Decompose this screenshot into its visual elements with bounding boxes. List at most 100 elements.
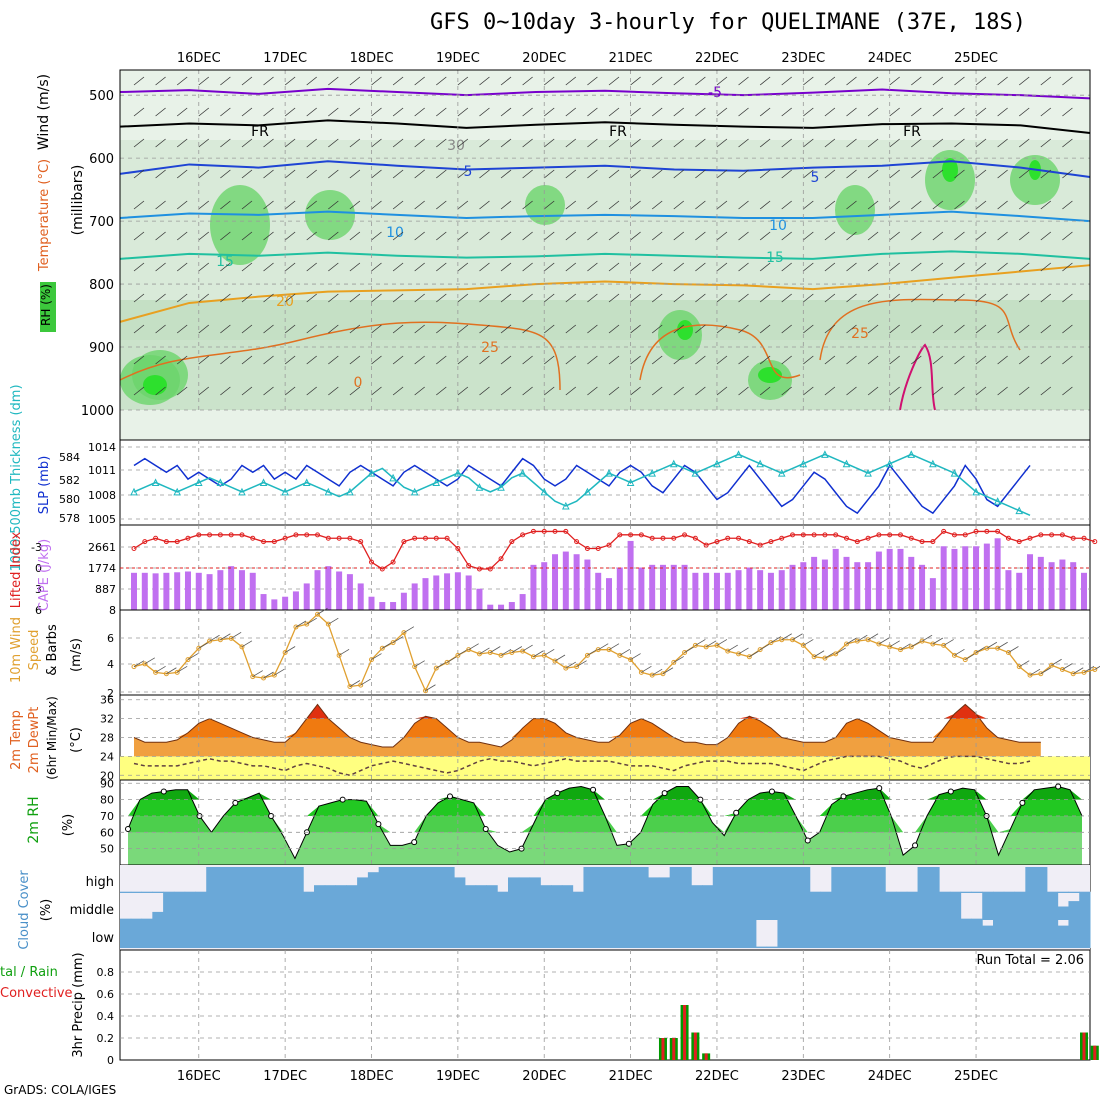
wind-barb (716, 386, 728, 396)
rh-marker (947, 788, 954, 795)
wind-barb (543, 324, 555, 334)
wind-barb (349, 386, 361, 396)
cloud-high-bar (227, 867, 240, 893)
cape-bar (282, 596, 289, 610)
wind-barb (608, 262, 620, 272)
isotherm-30 (899, 343, 936, 411)
thickness-marker (540, 487, 549, 496)
temp-band-low (120, 756, 1090, 780)
rh-label: RH (%) (39, 284, 53, 326)
wind-barb (889, 262, 900, 272)
wind-barb (587, 293, 598, 303)
wind-speed-marker (649, 672, 655, 678)
cloud-middle-bar (1046, 893, 1059, 920)
cloud-middle-bar (529, 893, 541, 920)
thickness-marker (173, 487, 181, 496)
wind-tick: 2 (107, 687, 114, 700)
lifted-index-marker (703, 542, 709, 548)
wind-speed-marker (379, 645, 385, 651)
cloud-high-bar (432, 867, 444, 893)
cloud-middle-bar (583, 893, 595, 920)
cloud-high-bar (518, 877, 531, 893)
wind-barb (414, 386, 425, 396)
wind-speed-marker (509, 650, 515, 655)
wind-speed-marker (217, 637, 223, 643)
cloud-high-bar (993, 891, 1005, 893)
wind-barb (349, 76, 361, 86)
wind-barb (349, 231, 361, 241)
pressure-axis-label: (millibars) (70, 165, 86, 236)
isotherm-25 (119, 298, 1021, 391)
wind-barb (997, 231, 1008, 241)
wind-barb-10m (187, 653, 199, 660)
cloud-low-bar (831, 920, 843, 948)
cloud-high-bar (777, 867, 789, 893)
pressure-tick: 1000 (81, 404, 114, 419)
wind-barb (695, 262, 706, 272)
wind-axis-label-2: Speed (27, 630, 42, 671)
cloud-low-bar (551, 920, 563, 948)
wind-barb (954, 76, 965, 86)
lifted-index-marker (746, 539, 752, 545)
wind-speed-marker (973, 650, 979, 655)
wind-barb (500, 262, 512, 272)
wind-speed-marker (595, 647, 601, 653)
wind-barb (392, 138, 404, 148)
wind-speed-marker (304, 621, 310, 627)
wind-barb (673, 169, 685, 179)
wind-axis-label-1: 10m Wind (9, 617, 24, 683)
wind-barb (328, 262, 339, 272)
temp-tick: 36 (100, 694, 114, 707)
rh-marker (876, 785, 883, 792)
wind-barb (911, 293, 922, 303)
wind-barb-10m (975, 646, 987, 653)
date-label-top: 20DEC (522, 51, 566, 66)
wind-barb (932, 107, 944, 117)
cape-bar (789, 564, 796, 610)
wind-speed-marker (239, 644, 245, 650)
wind-barb (824, 293, 836, 303)
wind-barb (889, 293, 900, 303)
wind-barb-10m (1051, 658, 1062, 666)
cape-bar (919, 564, 926, 610)
lifted-index-marker (736, 535, 742, 541)
wind-barb (587, 107, 598, 117)
cloud-high-bar (885, 891, 897, 893)
wind-barb (565, 138, 577, 148)
wind-barb (479, 231, 490, 241)
cloud-low-bar (464, 920, 477, 948)
wind-frame (119, 609, 1091, 696)
wind-barb (198, 293, 210, 303)
cloud-high-bar (551, 885, 563, 893)
lifted-index-marker (984, 528, 990, 534)
cloud-middle-bar (421, 893, 434, 920)
wind-barb (997, 76, 1008, 86)
wind-barb (975, 169, 987, 179)
cloud-high-bar (982, 891, 994, 893)
cloud-high-bar (648, 877, 660, 893)
cloud-middle-bar (594, 893, 606, 920)
wind-barb-10m (608, 643, 620, 651)
wind-speed-marker (530, 654, 536, 660)
temp-axis-label-3: (6hr Min/Max) (45, 696, 59, 780)
cloud-low-bar (949, 920, 962, 948)
cape-bar (228, 566, 235, 610)
lifted-index-marker (714, 539, 720, 545)
lifted-index-marker (401, 539, 407, 545)
wind-barb (759, 169, 771, 179)
cape-bar (141, 572, 148, 610)
wind-barb (371, 200, 382, 210)
wind-barb (846, 76, 857, 86)
wind-barb (457, 200, 469, 210)
thickness-marker (734, 450, 743, 458)
wind-barb (824, 200, 836, 210)
wind-barb (911, 386, 922, 396)
wind-barb (565, 107, 577, 117)
wind-barb (1062, 293, 1073, 303)
wind-barb (284, 200, 296, 210)
cloud-low-bar (605, 920, 617, 948)
cloud-low-bar (874, 920, 886, 948)
wind-barb (587, 138, 598, 148)
cloud-low-bar (195, 920, 207, 948)
